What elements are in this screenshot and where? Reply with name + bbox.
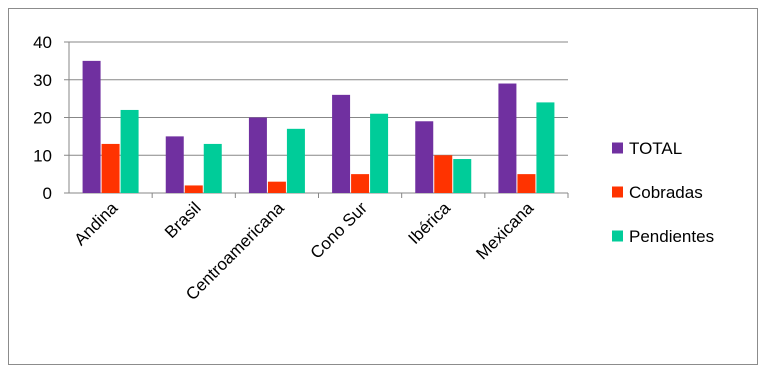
x-tick-label: Mexicana	[472, 198, 537, 263]
bar-cobradas-ibérica	[434, 155, 453, 193]
bar-cobradas-centroamericana	[267, 181, 286, 193]
y-tick-label: 0	[43, 184, 52, 203]
y-tick-labels: 0 10 20 30 40	[33, 33, 52, 203]
bar-total-centroamericana	[248, 117, 267, 193]
bar-total-andina	[82, 60, 101, 193]
bar-cobradas-cono-sur	[351, 174, 370, 193]
x-tick-label: Cono Sur	[307, 198, 371, 262]
bar-pendientes-cono-sur	[370, 113, 389, 193]
legend: TOTAL Cobradas Pendientes	[612, 139, 714, 246]
bar-total-cono-sur	[332, 94, 351, 193]
bar-cobradas-andina	[101, 143, 120, 193]
legend-label-cobradas: Cobradas	[629, 183, 703, 202]
bar-pendientes-mexicana	[536, 102, 555, 193]
bar-cobradas-brasil	[184, 185, 203, 193]
legend-swatch-total	[612, 142, 623, 154]
y-tick-label: 10	[33, 146, 52, 165]
legend-label-total: TOTAL	[629, 139, 682, 158]
y-tick-label: 40	[33, 33, 52, 52]
bars	[82, 60, 555, 193]
bar-pendientes-andina	[120, 109, 139, 193]
bar-total-mexicana	[498, 83, 517, 193]
y-tick-label: 30	[33, 71, 52, 90]
bar-cobradas-mexicana	[517, 174, 536, 193]
legend-swatch-cobradas	[612, 186, 623, 198]
x-tick-label: Ibérica	[405, 198, 455, 248]
bar-total-ibérica	[415, 121, 434, 193]
gridlines	[69, 41, 568, 156]
legend-label-pendientes: Pendientes	[629, 227, 714, 246]
y-tick-label: 20	[33, 109, 52, 128]
axes	[64, 41, 569, 198]
bar-total-brasil	[165, 136, 184, 193]
x-tick-label: Andina	[71, 198, 122, 249]
legend-swatch-pendientes	[612, 230, 623, 242]
bar-pendientes-brasil	[203, 143, 222, 193]
bar-pendientes-ibérica	[453, 159, 472, 193]
x-tick-label: Brasil	[161, 198, 204, 241]
bar-pendientes-centroamericana	[286, 128, 305, 193]
